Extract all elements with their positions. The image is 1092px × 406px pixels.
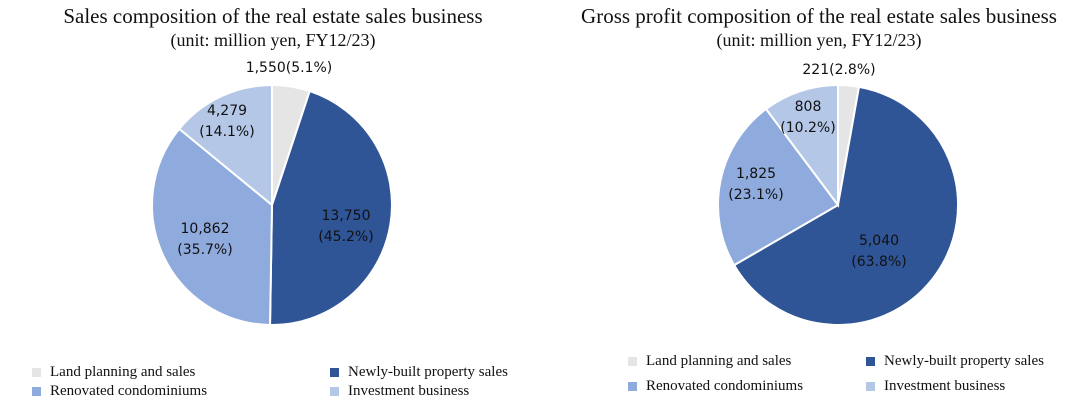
legend-swatch (32, 387, 41, 396)
legend-label: Renovated condominiums (646, 378, 804, 394)
legend-label: Newly-built property sales (348, 364, 508, 380)
legend-swatch (330, 368, 339, 377)
data-label: 10,862 (35.7%) (177, 221, 232, 258)
chart-title: Gross profit composition of the real est… (581, 4, 1057, 28)
legend-swatch (866, 357, 875, 366)
legend-item: Investment business (866, 378, 1005, 395)
legend-swatch (866, 382, 875, 391)
pie-slice-newly-built-property-sales (732, 85, 959, 326)
pie-slice-renovated-condominiums (717, 107, 840, 267)
sales-composition-panel: Sales composition of the real estate sal… (32, 4, 508, 400)
legend-label: Investment business (348, 383, 470, 399)
chart-subtitle: (unit: million yen, FY12/23) (716, 30, 922, 50)
legend-label: Land planning and sales (646, 353, 792, 369)
legend-item: Newly-built property sales (330, 364, 508, 381)
legend-label: Investment business (884, 378, 1006, 394)
legend-item: Investment business (330, 383, 469, 400)
sales-pie-chart: 1,550(5.1%) 13,750 (45.2%) 10,862 (35.7%) 4,2… (151, 60, 393, 326)
data-label: 221(2.8%) (802, 62, 875, 78)
data-label: 5,040 (63.8%) (851, 233, 906, 270)
legend-item: Renovated condominiums (628, 378, 803, 395)
data-label: 1,825 (23.1%) (728, 166, 783, 203)
legend-swatch (628, 382, 637, 391)
data-label: 4,279 (14.1%) (199, 103, 254, 140)
gross-profit-pie-chart: 221(2.8%) 5,040 (63.8%) 1,825 (23.1%) 808 (10.… (717, 62, 959, 326)
legend-swatch (330, 387, 339, 396)
data-label: 1,550(5.1%) (246, 60, 333, 76)
gross-profit-composition-panel: Gross profit composition of the real est… (546, 0, 1092, 406)
pie-slice-investment-business (764, 83, 839, 209)
legend-label: Newly-built property sales (884, 353, 1044, 369)
legend-label: Land planning and sales (50, 364, 196, 380)
legend-item: Renovated condominiums (32, 383, 207, 400)
chart-title: Sales composition of the real estate sal… (63, 4, 483, 28)
legend-label: Renovated condominiums (50, 383, 208, 399)
legend-swatch (628, 357, 637, 366)
legend-item: Newly-built property sales (866, 353, 1044, 370)
pie-slice-newly-built-property-sales (269, 89, 393, 326)
chart-subtitle: (unit: million yen, FY12/23) (170, 30, 376, 50)
data-label: 808 (10.2%) (780, 99, 835, 136)
legend-item: Land planning and sales (628, 353, 791, 370)
pie-slice-renovated-condominiums (151, 127, 274, 326)
pie-slice-investment-business (177, 83, 273, 208)
legend-item: Land planning and sales (32, 364, 195, 381)
data-label: 13,750 (45.2%) (318, 208, 373, 245)
legend-swatch (32, 368, 41, 377)
